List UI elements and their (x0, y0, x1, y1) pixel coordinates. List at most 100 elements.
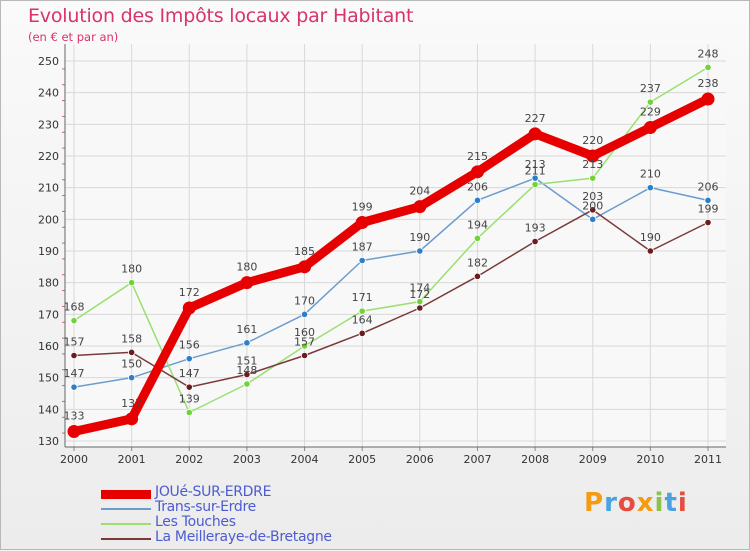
data-label-2: 237 (640, 82, 661, 95)
data-label-3: 172 (409, 288, 430, 301)
x-tick-label: 2001 (118, 453, 146, 466)
data-label-1: 206 (698, 180, 719, 193)
x-tick-label: 2010 (636, 453, 664, 466)
data-label-3: 157 (294, 336, 315, 349)
data-point-1 (300, 310, 309, 318)
x-tick-label: 2005 (348, 453, 376, 466)
logo-letter: o (617, 488, 637, 518)
data-point-3 (128, 348, 136, 356)
x-tick-label: 2008 (521, 453, 549, 466)
data-point-2 (531, 180, 539, 189)
series-line-2 (73, 66, 709, 414)
logo-letter: r (604, 488, 618, 518)
series-line-0 (69, 94, 713, 436)
data-label-3: 158 (121, 332, 142, 345)
data-label-3: 151 (236, 355, 257, 368)
x-tick-label: 2004 (291, 453, 319, 466)
data-point-0 (701, 92, 715, 106)
data-point-0 (298, 260, 312, 274)
data-label-3: 199 (698, 203, 719, 216)
legend-label: Les Touches (155, 514, 236, 530)
data-label-1: 150 (121, 358, 142, 371)
legend-swatch (101, 508, 151, 510)
logo-letter: t (664, 488, 678, 518)
data-point-3 (185, 383, 193, 391)
data-point-2 (589, 174, 597, 182)
data-point-2 (300, 342, 309, 350)
legend-swatch (101, 489, 151, 499)
series-line-1 (73, 177, 709, 388)
data-point-1 (646, 184, 654, 192)
data-label-1: 213 (525, 158, 546, 171)
data-label-2: 148 (236, 364, 257, 377)
chart-subtitle: (en € et par an) (28, 30, 119, 44)
data-point-2 (704, 63, 712, 71)
data-label-3: 182 (467, 256, 488, 269)
data-label-0: 238 (698, 77, 719, 90)
data-label-2: 180 (121, 263, 142, 276)
data-label-0: 172 (179, 286, 200, 299)
y-tick-label: 140 (38, 403, 59, 416)
x-tick-label: 2000 (60, 453, 88, 466)
data-label-3: 164 (352, 313, 373, 326)
data-point-2 (243, 380, 251, 388)
data-point-0 (586, 149, 600, 163)
legend-swatch (101, 538, 151, 540)
data-label-1: 190 (409, 231, 430, 244)
data-point-0 (182, 301, 196, 315)
data-label-0: 215 (467, 150, 488, 163)
data-point-0 (67, 425, 81, 438)
data-label-0: 137 (121, 397, 142, 410)
data-point-0 (125, 412, 139, 426)
data-point-2 (70, 317, 78, 325)
data-label-2: 168 (64, 301, 85, 314)
data-point-3 (646, 247, 654, 255)
logo-letter: i (654, 488, 665, 518)
data-label-0: 185 (294, 245, 315, 258)
logo-letter: x (636, 488, 655, 518)
data-label-2: 174 (409, 282, 430, 295)
y-tick-label: 130 (38, 435, 59, 448)
plot-area (65, 44, 726, 447)
data-point-1 (185, 355, 193, 363)
x-tick-label: 2007 (463, 453, 491, 466)
data-label-1: 206 (467, 180, 488, 193)
data-point-0 (470, 165, 484, 179)
data-point-2 (358, 307, 366, 315)
data-point-1 (704, 196, 712, 204)
data-point-2 (128, 279, 136, 287)
data-label-0: 199 (352, 201, 373, 214)
y-tick-label: 150 (38, 372, 59, 385)
data-point-1 (416, 247, 424, 255)
data-point-1 (243, 339, 251, 347)
y-tick-label: 240 (38, 87, 59, 100)
x-tick-label: 2009 (579, 453, 607, 466)
chart-title: Evolution des Impôts locaux par Habitant (28, 5, 414, 27)
data-label-3: 147 (179, 367, 200, 380)
y-tick-label: 230 (38, 118, 59, 131)
data-label-1: 170 (294, 294, 315, 307)
logo-letter: i (677, 488, 688, 518)
data-point-3 (300, 351, 309, 360)
data-point-3 (589, 206, 597, 214)
data-label-1: 147 (64, 367, 85, 380)
y-tick-label: 160 (38, 340, 59, 353)
data-point-0 (240, 276, 254, 290)
data-label-2: 213 (582, 158, 603, 171)
data-label-3: 193 (525, 222, 546, 235)
data-label-3: 203 (582, 190, 603, 203)
data-point-2 (185, 408, 193, 417)
data-label-0: 227 (525, 112, 546, 125)
data-label-0: 220 (582, 134, 603, 147)
y-tick-label: 180 (38, 277, 59, 290)
x-tick-label: 2006 (406, 453, 434, 466)
y-tick-label: 200 (38, 213, 59, 226)
proxiti-logo: Proxiti (584, 488, 688, 518)
data-point-1 (128, 374, 136, 382)
data-label-2: 171 (352, 291, 373, 304)
data-label-1: 187 (352, 241, 373, 254)
data-point-0 (355, 216, 369, 229)
data-point-1 (70, 383, 78, 391)
